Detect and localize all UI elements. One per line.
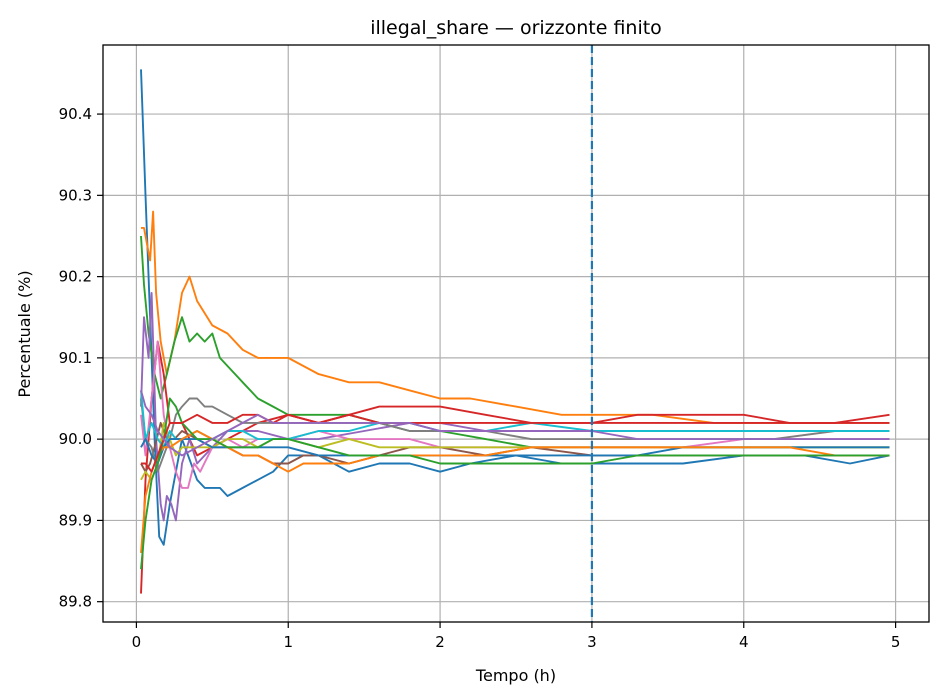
series-line-2 xyxy=(141,210,890,424)
x-tick-label: 3 xyxy=(587,633,597,651)
series-line-1 xyxy=(140,69,890,546)
x-tick-label: 0 xyxy=(132,633,142,651)
chart-title: illegal_share — orizzonte finito xyxy=(370,17,662,39)
series-group xyxy=(140,69,890,594)
y-tick-label: 90.0 xyxy=(59,430,92,448)
x-axis: 0 1 2 3 4 5 xyxy=(132,622,901,651)
series-line-15 xyxy=(140,390,890,457)
x-tick-label: 4 xyxy=(739,633,749,651)
y-axis-label: Percentuale (%) xyxy=(15,270,34,397)
y-axis: 89.8 89.9 90.0 90.1 90.2 90.3 90.4 xyxy=(59,105,103,611)
y-tick-label: 90.1 xyxy=(59,349,92,367)
x-tick-label: 1 xyxy=(283,633,293,651)
y-tick-label: 89.9 xyxy=(59,511,92,529)
series-line-13 xyxy=(140,397,890,570)
series-line-14 xyxy=(141,413,890,473)
series-line-12 xyxy=(140,430,890,553)
x-axis-label: Tempo (h) xyxy=(475,666,556,685)
y-tick-label: 90.2 xyxy=(59,268,92,286)
y-tick-label: 89.8 xyxy=(59,593,92,611)
y-tick-label: 90.4 xyxy=(59,105,92,123)
x-tick-label: 2 xyxy=(435,633,445,651)
series-line-11 xyxy=(140,438,890,465)
y-tick-label: 90.3 xyxy=(59,186,92,204)
plot-frame xyxy=(102,44,930,623)
x-tick-label: 5 xyxy=(891,633,901,651)
